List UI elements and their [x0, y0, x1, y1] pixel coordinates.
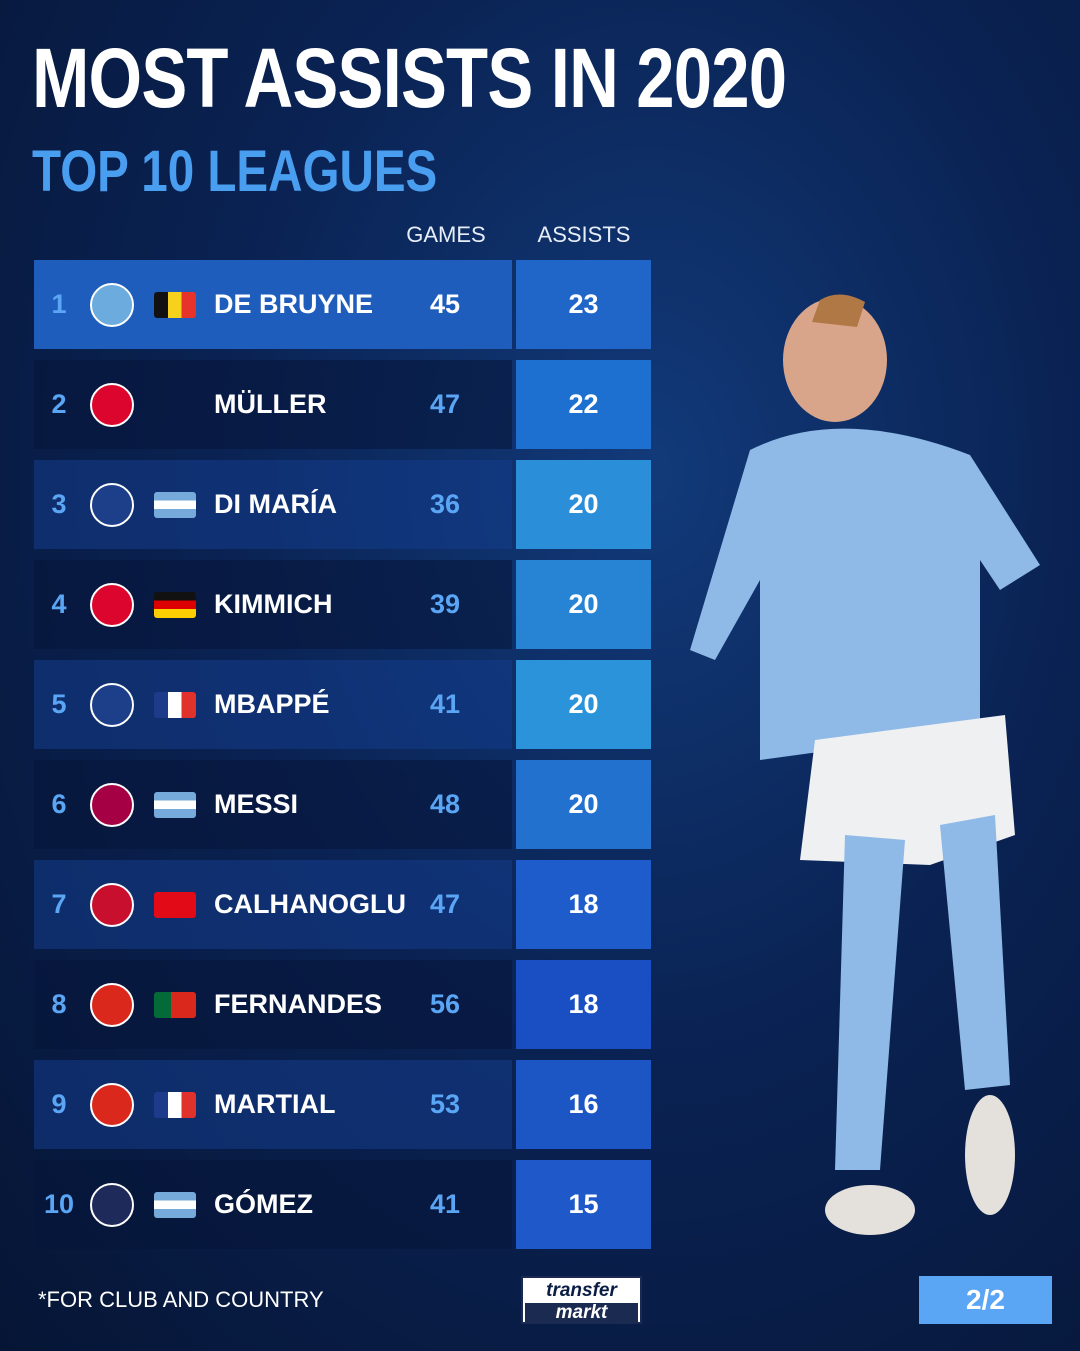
rank: 3 — [51, 489, 67, 519]
assists-value: 23 — [516, 260, 651, 349]
country-flag-icon — [154, 291, 196, 318]
games-value: 53 — [429, 1089, 461, 1119]
club-crest-icon — [90, 882, 134, 927]
table-row: 8 FERNANDES 56 — [34, 960, 512, 1049]
country-flag-icon — [154, 491, 196, 518]
games-value: 47 — [429, 889, 461, 919]
assists-value: 18 — [516, 860, 651, 949]
player-name: CALHANOGLU — [214, 889, 406, 919]
games-value: 36 — [429, 489, 461, 519]
assists-header: ASSISTS — [537, 222, 631, 247]
club-crest-icon — [90, 1182, 134, 1227]
assists-value: 16 — [516, 1060, 651, 1149]
rank: 4 — [51, 589, 67, 619]
table-row: 4 KIMMICH 39 — [34, 560, 512, 649]
games-value: 48 — [429, 789, 461, 819]
player-name: MÜLLER — [214, 389, 327, 419]
table-row: 1 DE BRUYNE 45 — [34, 260, 512, 349]
player-name: MBAPPÉ — [214, 689, 330, 719]
club-crest-icon — [90, 482, 134, 527]
table-row: 10 GÓMEZ 41 — [34, 1160, 512, 1249]
player-name: MARTIAL — [214, 1089, 336, 1119]
assists-value: 18 — [516, 960, 651, 1049]
assists-value: 22 — [516, 360, 651, 449]
country-flag-icon — [154, 791, 196, 818]
games-value: 41 — [429, 1189, 461, 1219]
rank: 8 — [51, 989, 67, 1019]
table-row: 6 MESSI 48 — [34, 760, 512, 849]
rank: 5 — [51, 689, 67, 719]
rank: 10 — [43, 1189, 75, 1219]
country-flag-icon — [154, 691, 196, 718]
page-subtitle: TOP 10 LEAGUES — [32, 139, 438, 204]
table-row: 2 MÜLLER 47 — [34, 360, 512, 449]
assists-value: 20 — [516, 560, 651, 649]
player-photo — [690, 294, 1040, 1235]
rank: 2 — [51, 389, 67, 419]
club-crest-icon — [90, 682, 134, 727]
club-crest-icon — [90, 782, 134, 827]
country-flag-icon — [154, 891, 196, 918]
rank: 1 — [51, 289, 67, 319]
player-name: DE BRUYNE — [214, 289, 374, 319]
table-row: 5 MBAPPÉ 41 — [34, 660, 512, 749]
games-value: 56 — [429, 989, 461, 1019]
games-value: 47 — [429, 389, 461, 419]
table-row: 7 CALHANOGLU 47 — [34, 860, 512, 949]
assists-value: 20 — [516, 760, 651, 849]
table-row: 3 DI MARÍA 36 — [34, 460, 512, 549]
country-flag-icon — [154, 591, 196, 618]
club-crest-icon — [90, 382, 134, 427]
assists-value: 20 — [516, 660, 651, 749]
assists-value: 20 — [516, 460, 651, 549]
games-value: 39 — [429, 589, 461, 619]
country-flag-icon — [154, 1191, 196, 1218]
club-crest-icon — [90, 1082, 134, 1127]
transfermarkt-logo: transfer markt — [521, 1276, 642, 1324]
logo-text-bottom: markt — [525, 1303, 638, 1323]
logo-text-top: transfer — [546, 1280, 617, 1301]
club-crest-icon — [90, 582, 134, 627]
games-header: GAMES — [406, 222, 486, 247]
club-crest-icon — [90, 982, 134, 1027]
table-row: 9 MARTIAL 53 — [34, 1060, 512, 1149]
rank: 6 — [51, 789, 67, 819]
player-name: MESSI — [214, 789, 299, 819]
footnote: *FOR CLUB AND COUNTRY — [38, 1287, 324, 1312]
assists-value: 15 — [516, 1160, 651, 1249]
player-name: DI MARÍA — [214, 489, 337, 519]
page-title: MOST ASSISTS IN 2020 — [32, 31, 787, 125]
games-value: 41 — [429, 689, 461, 719]
player-name: KIMMICH — [214, 589, 333, 619]
player-name: GÓMEZ — [214, 1189, 313, 1219]
club-crest-icon — [90, 282, 134, 327]
rank: 9 — [51, 1089, 67, 1119]
rank: 7 — [51, 889, 67, 919]
player-name: FERNANDES — [214, 989, 383, 1019]
country-flag-icon — [154, 991, 196, 1018]
country-flag-icon — [154, 1091, 196, 1118]
page-indicator: 2/2 — [919, 1276, 1052, 1324]
games-value: 45 — [429, 289, 461, 319]
